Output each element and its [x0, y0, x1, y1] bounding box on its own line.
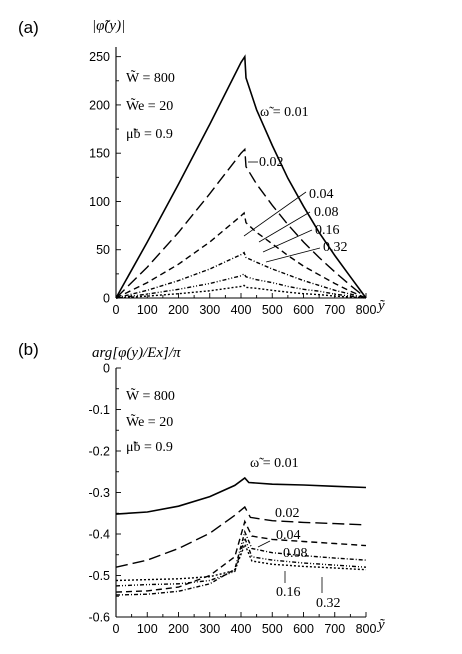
leader-line [258, 211, 311, 243]
x-tick-label: 300 [199, 303, 220, 317]
series-line [115, 54, 367, 299]
y-axis-label: |φ̃(y)| [92, 18, 125, 34]
series-line [115, 529, 367, 596]
y-tick-label: -0.1 [88, 403, 110, 417]
series-annotation: 0.08 [314, 205, 339, 220]
series-line [115, 476, 367, 515]
parameter-label: W̃e = 20 [126, 97, 173, 114]
y-tick-label: -0.2 [88, 445, 110, 459]
x-tick-label: 100 [137, 622, 158, 636]
series-line [115, 147, 367, 299]
series-line [115, 251, 367, 299]
x-tick-label: 500 [262, 303, 283, 317]
leader-line [265, 247, 321, 263]
x-tick-label: 800 [356, 622, 377, 636]
y-tick-label: -0.4 [88, 528, 110, 542]
x-tick-label: 0 [113, 622, 120, 636]
series-annotation: 0.32 [323, 240, 348, 255]
series-annotation: 0.32 [316, 596, 341, 611]
panel-label: (b) [18, 340, 39, 359]
x-tick-label: 0 [113, 303, 120, 317]
series-line [115, 535, 367, 587]
series-line [115, 542, 367, 582]
panel-b: (b) arg[φ(y)/Ex]/π0 100 200 300 400 500 600 700 8… [18, 340, 385, 636]
series-annotation: 0.04 [276, 528, 301, 543]
x-tick-label: 700 [324, 303, 345, 317]
series-line [115, 272, 367, 299]
series-annotation: 0.16 [276, 585, 301, 600]
y-tick-label: -0.6 [88, 611, 110, 625]
x-tick-label: 300 [199, 622, 220, 636]
y-tick-label: 150 [89, 147, 110, 161]
x-tick-label: 600 [293, 622, 314, 636]
series-line [115, 505, 367, 568]
series-annotation: 0.04 [309, 187, 334, 202]
x-tick-label: 800 [356, 303, 377, 317]
leader-line [257, 540, 271, 548]
x-tick-label: 200 [168, 622, 189, 636]
y-tick-label: 50 [96, 243, 110, 257]
parameter-label: μ̃b = 0.9 [126, 440, 173, 455]
parameter-label: μ̃b = 0.9 [126, 127, 173, 142]
y-tick-label: 200 [89, 98, 110, 112]
x-tick-label: 600 [293, 303, 314, 317]
x-axis-label: ỹ [376, 298, 385, 314]
y-tick-label: -0.3 [88, 486, 110, 500]
series-annotation: 0.16 [315, 223, 340, 238]
series-annotation: 0.08 [283, 546, 308, 561]
series-line [115, 519, 367, 593]
x-tick-label: 500 [262, 622, 283, 636]
series-line [115, 211, 367, 299]
x-axis-label: ỹ [376, 617, 385, 633]
y-axis-label: arg[φ(y)/Ex]/π [92, 345, 181, 361]
series-annotation: 0.02 [259, 155, 284, 170]
x-tick-label: 700 [324, 622, 345, 636]
y-tick-label: 0 [103, 292, 110, 306]
series-annotation: 0.02 [275, 506, 300, 521]
x-tick-label: 100 [137, 303, 158, 317]
x-tick-label: 400 [231, 303, 252, 317]
y-tick-label: 250 [89, 50, 110, 64]
x-tick-label: 200 [168, 303, 189, 317]
series-annotation: ω̃ = 0.01 [250, 456, 299, 471]
x-tick-label: 400 [231, 622, 252, 636]
panel-a: (a) |φ̃(y)| 0 100 200 300 400 500 600 700 800 ỹ 0 50 1… [18, 18, 385, 317]
y-tick-label: -0.5 [88, 569, 110, 583]
parameter-label: W̃e = 20 [126, 413, 173, 430]
leader-line [262, 229, 313, 253]
parameter-label: W̃ = 800 [126, 69, 175, 86]
series-annotation: ω̃ = 0.01 [260, 105, 309, 120]
series-line [115, 284, 367, 299]
y-tick-label: 0 [103, 362, 110, 376]
panel-label: (a) [18, 18, 39, 37]
parameter-label: W̃ = 800 [126, 387, 175, 404]
leader-line [243, 191, 307, 237]
y-tick-label: 100 [89, 195, 110, 209]
